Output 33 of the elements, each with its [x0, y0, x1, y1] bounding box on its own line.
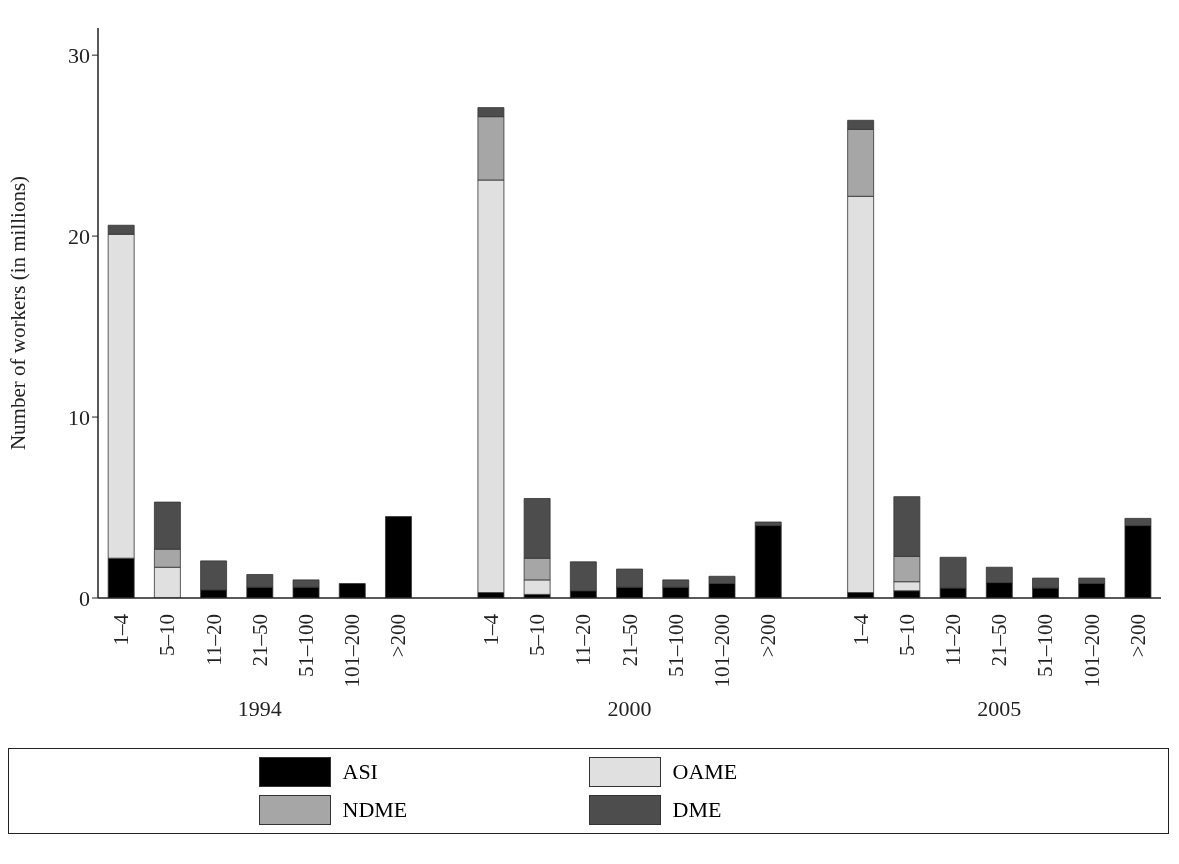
legend-label: NDME: [342, 797, 408, 823]
x-tick-label: >200: [386, 614, 411, 658]
x-tick-label: 1–4: [109, 613, 134, 646]
y-tick-label: 0: [79, 585, 90, 611]
x-tick-label: 51–100: [1033, 614, 1058, 677]
x-tick-label: 101–200: [1079, 614, 1104, 688]
legend-label: DME: [672, 797, 722, 823]
x-tick-label: 21–50: [617, 614, 642, 667]
x-tick-label: >200: [756, 614, 781, 658]
text: 2000: [606, 696, 653, 722]
x-tick-label: 5–10: [525, 614, 550, 656]
y-tick-label: 10: [68, 404, 90, 430]
x-tick-label: 21–50: [987, 614, 1012, 667]
x-tick-label: 11–20: [571, 614, 596, 666]
text: 1994: [236, 696, 283, 722]
x-tick-label: 1–4: [848, 613, 873, 646]
y-tick-label: 20: [68, 223, 90, 249]
legend-label: ASI: [342, 759, 378, 785]
x-tick-label: 5–10: [894, 614, 919, 656]
x-tick-label: 5–10: [155, 614, 180, 656]
x-tick-label: 21–50: [247, 614, 272, 667]
x-tick-label: 51–100: [663, 614, 688, 677]
x-tick-label: 51–100: [293, 614, 318, 677]
text: 2005: [976, 696, 1023, 722]
x-tick-label: >200: [1125, 614, 1150, 658]
x-tick-label: 11–20: [201, 614, 226, 666]
legend-label: OAME: [672, 759, 738, 785]
x-tick-label: 101–200: [709, 614, 734, 688]
y-axis-title: Number of workers (in millions): [6, 175, 31, 451]
x-tick-label: 101–200: [340, 614, 365, 688]
x-tick-label: 1–4: [478, 613, 503, 646]
y-tick-label: 30: [68, 42, 90, 68]
x-tick-label: 11–20: [941, 614, 966, 666]
